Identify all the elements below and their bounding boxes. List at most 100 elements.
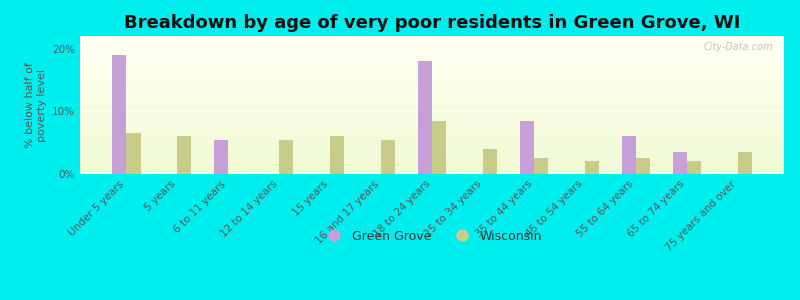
Bar xyxy=(622,136,636,174)
Bar xyxy=(80,161,784,162)
Bar xyxy=(80,86,784,87)
Bar xyxy=(80,142,784,143)
Bar xyxy=(80,139,784,140)
Bar xyxy=(418,61,432,174)
Bar xyxy=(80,103,784,104)
Bar xyxy=(80,158,784,159)
Bar xyxy=(80,75,784,76)
Bar xyxy=(80,127,784,128)
Bar xyxy=(80,114,784,115)
Bar xyxy=(80,137,784,138)
Bar xyxy=(80,146,784,147)
Bar xyxy=(80,135,784,136)
Bar xyxy=(80,154,784,155)
Bar xyxy=(80,171,784,172)
Bar xyxy=(80,132,784,133)
Bar xyxy=(80,157,784,158)
Bar xyxy=(80,79,784,80)
Bar xyxy=(80,88,784,89)
Bar xyxy=(80,39,784,40)
Bar xyxy=(80,144,784,145)
Bar xyxy=(80,89,784,90)
Bar xyxy=(80,68,784,69)
Bar xyxy=(80,150,784,151)
Bar xyxy=(80,77,784,78)
Bar xyxy=(80,55,784,56)
Bar xyxy=(80,94,784,95)
Bar xyxy=(80,164,784,165)
Bar xyxy=(80,99,784,100)
Bar xyxy=(80,102,784,103)
Bar xyxy=(80,141,784,142)
Bar xyxy=(80,110,784,111)
Bar xyxy=(80,133,784,134)
Bar xyxy=(80,104,784,105)
Bar xyxy=(80,97,784,98)
Bar xyxy=(80,148,784,149)
Bar xyxy=(178,136,191,174)
Bar xyxy=(80,163,784,164)
Bar xyxy=(80,66,784,67)
Bar xyxy=(80,64,784,65)
Bar xyxy=(80,65,784,66)
Bar xyxy=(80,98,784,99)
Bar xyxy=(381,140,395,174)
Bar xyxy=(80,123,784,124)
Bar xyxy=(80,42,784,43)
Bar xyxy=(80,134,784,135)
Bar xyxy=(80,128,784,129)
Bar xyxy=(80,112,784,113)
Bar xyxy=(80,143,784,144)
Bar xyxy=(80,74,784,75)
Bar xyxy=(80,162,784,163)
Bar xyxy=(80,100,784,101)
Bar xyxy=(80,85,784,86)
Bar xyxy=(330,136,344,174)
Bar xyxy=(80,90,784,91)
Bar xyxy=(80,60,784,61)
Bar xyxy=(686,161,701,174)
Bar xyxy=(80,56,784,57)
Bar xyxy=(80,107,784,108)
Bar xyxy=(80,59,784,60)
Bar xyxy=(80,70,784,71)
Bar xyxy=(80,124,784,125)
Bar xyxy=(80,140,784,141)
Bar xyxy=(80,172,784,173)
Bar xyxy=(80,53,784,54)
Bar xyxy=(80,109,784,110)
Bar xyxy=(520,121,534,174)
Bar xyxy=(112,55,126,174)
Bar xyxy=(80,130,784,131)
Bar xyxy=(214,140,228,174)
Bar xyxy=(80,51,784,52)
Bar xyxy=(80,120,784,121)
Bar xyxy=(80,80,784,81)
Bar xyxy=(80,39,784,40)
Bar xyxy=(80,61,784,62)
Title: Breakdown by age of very poor residents in Green Grove, WI: Breakdown by age of very poor residents … xyxy=(124,14,740,32)
Bar xyxy=(80,45,784,46)
Bar xyxy=(80,54,784,55)
Bar xyxy=(80,115,784,116)
Bar xyxy=(80,125,784,126)
Bar xyxy=(80,149,784,150)
Bar xyxy=(80,46,784,47)
Bar xyxy=(80,69,784,70)
Bar xyxy=(80,40,784,41)
Bar xyxy=(80,36,784,37)
Bar xyxy=(80,160,784,161)
Bar xyxy=(80,105,784,106)
Bar xyxy=(80,50,784,51)
Bar xyxy=(80,113,784,114)
Text: City-Data.com: City-Data.com xyxy=(704,41,774,52)
Bar xyxy=(80,38,784,39)
Bar xyxy=(80,121,784,122)
Bar xyxy=(80,168,784,169)
Bar xyxy=(80,82,784,83)
Bar xyxy=(80,138,784,139)
Bar xyxy=(80,44,784,45)
Bar xyxy=(80,173,784,174)
Bar xyxy=(534,158,548,174)
Bar xyxy=(80,136,784,137)
